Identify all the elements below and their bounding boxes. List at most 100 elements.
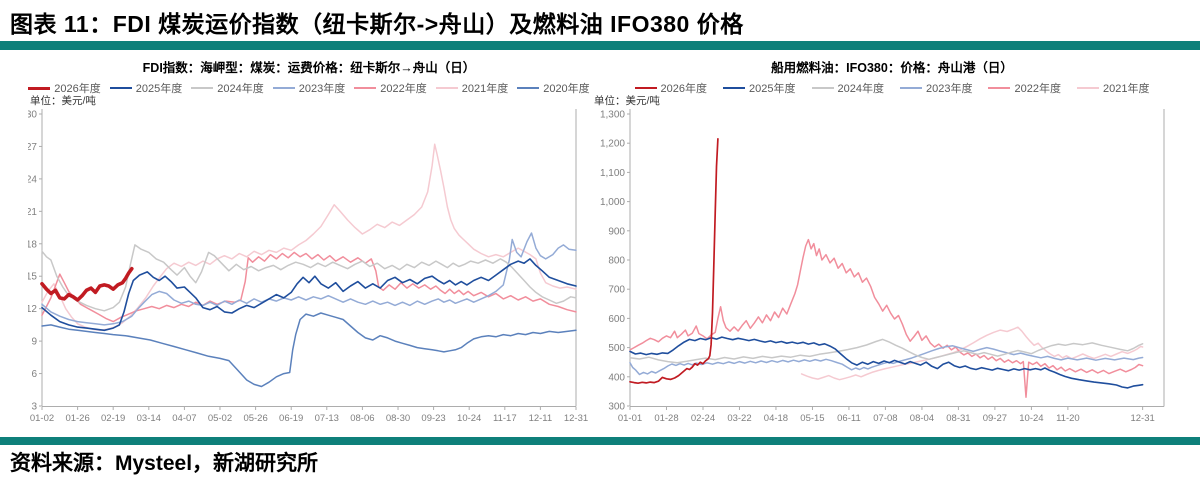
x-tick-label: 05-02 — [208, 413, 232, 424]
x-tick-label: 08-06 — [350, 413, 374, 424]
chart-title: FDI指数：海岬型：煤炭：运费价格：纽卡斯尔→舟山（日） — [142, 61, 476, 75]
x-tick-label: 07-08 — [873, 413, 897, 424]
x-tick-label: 08-30 — [386, 413, 410, 424]
series-line — [40, 266, 134, 302]
y-tick-label: 600 — [608, 314, 625, 325]
y-tick-label: 30 — [28, 110, 37, 121]
legend-label: 2026年度 — [660, 83, 708, 95]
x-tick-label: 01-01 — [618, 413, 642, 424]
x-tick-label: 04-07 — [172, 413, 196, 424]
legend-line-swatch — [354, 87, 377, 89]
x-tick-label: 10-24 — [457, 413, 481, 424]
source-text: 资料来源：Mysteel，新湖研究所 — [10, 452, 319, 475]
y-tick-label: 6 — [31, 369, 37, 380]
legend-item: 2025年度 — [109, 80, 183, 96]
legend-line-swatch — [811, 87, 834, 89]
x-tick-label: 02-24 — [691, 413, 715, 424]
legend-label: 2021年度 — [461, 83, 509, 95]
x-tick-label: 05-15 — [800, 413, 824, 424]
x-tick-label: 01-02 — [30, 413, 54, 424]
legend-item: 2026年度 — [634, 80, 708, 96]
x-tick-label: 12-11 — [529, 413, 553, 424]
y-tick-label: 15 — [28, 272, 37, 283]
series-line — [41, 244, 577, 312]
legend-line-swatch — [517, 87, 540, 89]
series-line — [629, 345, 1144, 376]
x-tick-label: 02-19 — [101, 413, 125, 424]
legend-line-swatch — [109, 87, 132, 89]
legend-label: 2022年度 — [1014, 83, 1061, 95]
legend-label: 2022年度 — [380, 83, 427, 95]
x-tick-label: 11-20 — [1056, 413, 1080, 424]
legend-line-swatch — [272, 87, 295, 89]
x-tick-label: 03-22 — [727, 413, 751, 424]
y-tick-label: 700 — [608, 285, 625, 296]
y-tick-label: 24 — [28, 174, 37, 185]
y-tick-label: 900 — [608, 226, 625, 237]
x-tick-label: 06-19 — [279, 413, 303, 424]
legend-item: 2022年度 — [988, 80, 1061, 96]
series-line — [41, 258, 577, 332]
legend-item: 2021年度 — [435, 80, 509, 96]
y-tick-label: 800 — [608, 256, 625, 267]
series-line — [41, 232, 577, 326]
series-line — [629, 338, 1144, 364]
legend-line-swatch — [988, 87, 1011, 89]
legend-line-swatch — [723, 87, 746, 89]
x-tick-label: 01-28 — [654, 413, 678, 424]
y-tick-label: 9 — [31, 337, 37, 348]
line-chart-canvas: 300 400 500 600 700 800 900 1,000 1,100 1,200 1,30… — [600, 109, 1165, 424]
y-tick-label: 1,000 — [600, 197, 625, 208]
accent-divider-bottom — [0, 437, 1200, 445]
legend-label: 2025年度 — [135, 83, 183, 95]
accent-divider-top — [0, 41, 1200, 50]
x-tick-label: 05-26 — [243, 413, 267, 424]
x-tick-label: 08-04 — [910, 413, 934, 424]
legend-line-swatch — [900, 87, 922, 89]
y-tick-label: 18 — [28, 239, 37, 250]
y-tick-label: 500 — [608, 343, 625, 354]
legend-item: 2023年度 — [272, 80, 346, 96]
y-tick-label: 27 — [28, 142, 37, 153]
legend-line-swatch — [1076, 87, 1099, 89]
legend-label: 2023年度 — [298, 83, 346, 95]
y-tick-label: 12 — [28, 304, 37, 315]
x-tick-label: 07-13 — [315, 413, 339, 424]
legend-label: 2024年度 — [217, 83, 264, 95]
legend-item: 2023年度 — [900, 80, 972, 96]
x-tick-label: 10-24 — [1019, 413, 1043, 424]
y-tick-label: 300 — [608, 402, 625, 413]
legend-item: 2025年度 — [723, 80, 796, 96]
series-line — [41, 312, 577, 388]
legend-item: 2021年度 — [1076, 80, 1150, 96]
x-tick-label: 12-31 — [564, 413, 588, 424]
series-line — [800, 326, 1144, 381]
chart-title: 船用燃料油：IFO380：价格：舟山港（日） — [771, 61, 1013, 75]
x-tick-label: 04-18 — [764, 413, 788, 424]
legend-line-swatch — [191, 87, 214, 89]
page-title: 图表 11：FDI 煤炭运价指数（纽卡斯尔->舟山）及燃料油 IFO380 价格 — [10, 11, 744, 37]
x-tick-label: 06-11 — [837, 413, 861, 424]
x-tick-label: 03-14 — [137, 413, 161, 424]
x-tick-label: 12-31 — [1130, 413, 1154, 424]
fuel-oil-chart: 船用燃料油：IFO380：价格：舟山港（日） 2026年度 2025年度 2024年… — [592, 54, 1192, 436]
legend-item: 2020年度 — [517, 80, 590, 96]
legend-item: 2022年度 — [354, 80, 427, 96]
legend-label: 2026年度 — [54, 83, 101, 95]
y-tick-label: 21 — [28, 207, 37, 218]
legend-line-swatch — [28, 86, 51, 90]
legend-label: 2025年度 — [749, 83, 796, 95]
chart-legend: 2026年度 2025年度 2024年度 2023年度 2022年度 2021年度 — [592, 81, 1192, 95]
legend-line-swatch — [634, 87, 657, 89]
chart-legend: 2026年度 2025年度 2024年度 2023年度 2022年度 2021年度 2020… — [28, 81, 590, 95]
x-tick-label: 11-17 — [493, 413, 517, 424]
legend-item: 2024年度 — [191, 80, 264, 96]
series-line — [41, 251, 577, 323]
x-tick-label: 01-26 — [65, 413, 89, 424]
legend-label: 2021年度 — [1102, 83, 1150, 95]
series-line — [629, 238, 1144, 398]
y-tick-label: 1,100 — [600, 168, 625, 179]
legend-line-swatch — [435, 87, 458, 89]
y-tick-label: 3 — [31, 402, 37, 413]
